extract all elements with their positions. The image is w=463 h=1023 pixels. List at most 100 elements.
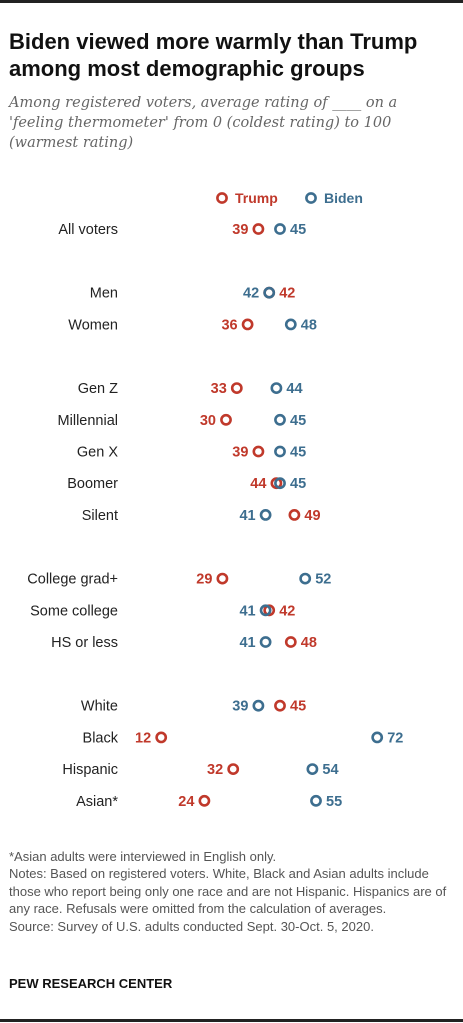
category-label: Gen X <box>77 445 118 461</box>
row-some-college: Some college 41 42 <box>30 603 295 619</box>
biden-value-label: 52 <box>315 572 331 588</box>
methodology-note: Notes: Based on registered voters. White… <box>9 866 447 917</box>
biden-marker <box>259 508 272 521</box>
row-white: White 39 45 <box>81 699 306 715</box>
category-label: Silent <box>82 508 118 524</box>
row-millennial: Millennial 30 45 <box>58 413 307 429</box>
trump-value-label: 24 <box>178 794 194 810</box>
biden-marker <box>284 318 297 331</box>
trump-marker <box>216 572 229 585</box>
dot-plot-chart: Trump Biden All voters 39 45 Men 42 42 Women 36 4… <box>27 190 403 810</box>
trump-value-label: 39 <box>232 445 248 461</box>
biden-value-label: 41 <box>239 508 255 524</box>
row-women: Women 36 48 <box>68 317 317 333</box>
trump-marker <box>252 223 265 235</box>
bottom-rule <box>0 1019 463 1022</box>
trump-value-label: 33 <box>211 381 227 397</box>
biden-marker <box>306 763 319 775</box>
row-all-voters: All voters 39 45 <box>58 222 306 238</box>
biden-marker <box>274 413 286 426</box>
biden-value-label: 45 <box>290 476 306 492</box>
biden-value-label: 41 <box>239 603 255 619</box>
trump-value-label: 42 <box>279 286 295 302</box>
biden-marker <box>263 286 276 299</box>
biden-marker <box>371 731 384 744</box>
biden-value-label: 55 <box>326 794 342 810</box>
biden-value-label: 39 <box>232 699 248 715</box>
category-label: HS or less <box>51 635 118 651</box>
biden-marker <box>299 572 312 585</box>
biden-marker <box>259 604 272 617</box>
trump-value-label: 42 <box>279 603 295 619</box>
biden-marker <box>274 445 286 458</box>
trump-value-label: 36 <box>221 317 237 333</box>
category-label: Gen Z <box>78 381 118 397</box>
legend-trump-marker <box>216 192 228 204</box>
category-label: White <box>81 699 118 715</box>
row-gen-x: Gen X 39 45 <box>77 445 306 461</box>
trump-value-label: 49 <box>304 508 320 524</box>
category-label: Black <box>83 730 119 746</box>
trump-marker <box>230 382 243 394</box>
trump-marker <box>198 794 211 807</box>
trump-value-label: 48 <box>301 635 317 651</box>
biden-value-label: 42 <box>243 286 259 302</box>
biden-marker <box>270 382 283 394</box>
chart-notes: *Asian adults were interviewed in Englis… <box>9 848 449 935</box>
top-rule <box>0 0 463 3</box>
trump-value-label: 39 <box>232 222 248 238</box>
chart-rows: All voters 39 45 Men 42 42 Women 36 48 Gen Z 33 44 M… <box>27 222 403 810</box>
biden-marker <box>259 636 272 648</box>
trump-value-label: 44 <box>250 476 266 492</box>
trump-value-label: 32 <box>207 762 223 778</box>
row-silent: Silent 41 49 <box>82 508 321 524</box>
chart-legend: Trump Biden <box>216 190 363 206</box>
row-hs-or-less: HS or less 41 48 <box>51 635 317 651</box>
legend-trump-label: Trump <box>235 190 278 206</box>
trump-marker <box>241 318 254 331</box>
category-label: Some college <box>30 603 118 619</box>
row-boomer: Boomer 44 45 <box>67 476 306 492</box>
brand-label: PEW RESEARCH CENTER <box>9 976 173 991</box>
biden-value-label: 41 <box>239 635 255 651</box>
chart-title: Biden viewed more warmly than Trump amon… <box>9 29 418 81</box>
source-note: Source: Survey of U.S. adults conducted … <box>9 918 374 934</box>
biden-marker <box>310 794 322 807</box>
biden-value-label: 45 <box>290 445 306 461</box>
trump-marker <box>155 731 168 744</box>
category-label: Boomer <box>67 476 118 492</box>
biden-value-label: 48 <box>301 317 317 333</box>
category-label: Hispanic <box>62 762 118 778</box>
trump-value-label: 29 <box>196 572 212 588</box>
legend-biden-label: Biden <box>324 190 363 206</box>
row-black: Black 12 72 <box>83 730 404 746</box>
biden-value-label: 45 <box>290 413 306 429</box>
trump-value-label: 12 <box>135 730 151 746</box>
row-gen-z: Gen Z 33 44 <box>78 381 303 397</box>
biden-value-label: 44 <box>286 381 302 397</box>
row-men: Men 42 42 <box>90 286 296 302</box>
biden-marker <box>252 699 265 712</box>
biden-value-label: 45 <box>290 222 306 238</box>
category-label: Women <box>68 317 118 333</box>
biden-marker <box>274 477 286 490</box>
biden-marker <box>274 223 286 235</box>
row-college-grad: College grad+ 29 52 <box>27 572 331 588</box>
row-hispanic: Hispanic 32 54 <box>62 762 338 778</box>
category-label: All voters <box>58 222 118 238</box>
trump-marker <box>284 636 297 648</box>
category-label: Asian* <box>76 794 118 810</box>
biden-value-label: 72 <box>387 730 403 746</box>
row-asian: Asian* 24 55 <box>76 794 342 810</box>
asterisk-note: *Asian adults were interviewed in Englis… <box>9 849 277 864</box>
legend-biden-marker <box>305 192 317 204</box>
trump-marker <box>220 413 232 426</box>
category-label: Millennial <box>58 413 118 429</box>
trump-marker <box>288 508 301 521</box>
trump-value-label: 45 <box>290 699 306 715</box>
biden-value-label: 54 <box>322 762 338 778</box>
chart-subtitle: Among registered voters, average rating … <box>9 95 398 151</box>
trump-marker <box>227 763 240 775</box>
trump-marker <box>252 445 265 458</box>
trump-marker <box>274 699 286 712</box>
